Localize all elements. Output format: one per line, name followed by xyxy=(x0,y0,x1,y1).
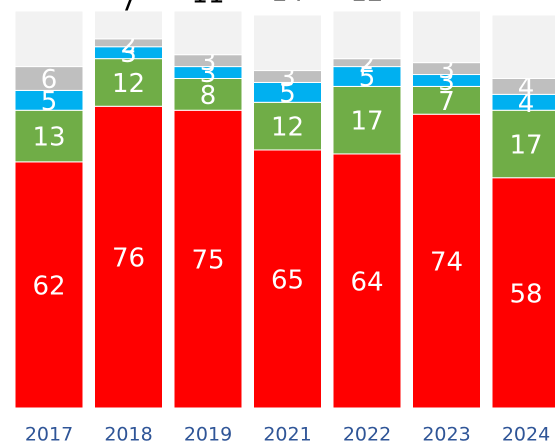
bar-segment xyxy=(412,10,481,64)
data-label: 7 xyxy=(120,0,137,18)
data-label: 13 xyxy=(32,123,65,153)
bar-segment xyxy=(412,85,481,115)
data-label: 14 xyxy=(32,0,65,4)
data-label: 16 xyxy=(509,0,542,4)
bar-segment xyxy=(332,153,402,409)
data-label: 65 xyxy=(271,265,304,295)
data-label: 17 xyxy=(350,107,383,137)
data-label: 12 xyxy=(112,69,145,99)
data-label: 74 xyxy=(430,248,463,278)
bar-segment xyxy=(94,10,163,40)
x-tick-label: 2021 xyxy=(263,424,311,443)
x-tick-label: 2023 xyxy=(422,424,470,443)
data-label: 12 xyxy=(271,113,304,143)
data-label: 13 xyxy=(430,0,463,6)
bar-segment xyxy=(491,177,555,409)
bar-segment xyxy=(94,105,163,409)
data-label: 58 xyxy=(509,279,542,309)
bar-segment xyxy=(173,77,243,111)
data-label: 62 xyxy=(32,271,65,301)
data-label: 5 xyxy=(41,87,58,117)
data-label: 4 xyxy=(518,89,535,119)
x-tick-label: 2019 xyxy=(184,424,232,443)
bar-segment xyxy=(332,10,402,60)
bar-segment xyxy=(332,85,402,155)
bar-segment xyxy=(253,149,322,409)
data-label: 5 xyxy=(359,63,376,93)
data-label: 11 xyxy=(191,0,224,10)
bar-segment xyxy=(14,10,84,68)
data-label: 6 xyxy=(41,65,58,95)
data-label: 8 xyxy=(200,81,217,111)
data-label: 5 xyxy=(279,79,296,109)
data-label: 17 xyxy=(509,130,542,160)
data-label: 64 xyxy=(350,267,383,297)
data-label: 12 xyxy=(350,0,383,8)
data-label: 14 xyxy=(271,0,304,8)
bar-segment xyxy=(491,14,555,79)
x-tick-label: 2018 xyxy=(104,424,152,443)
bar-segment xyxy=(173,10,243,56)
x-tick-label: 2024 xyxy=(502,424,550,443)
bar-segment xyxy=(253,101,322,151)
x-tick-label: 2017 xyxy=(25,424,73,443)
bar-segment xyxy=(14,109,84,163)
data-label: 7 xyxy=(438,87,455,117)
data-label: 4 xyxy=(518,73,535,103)
bar-segment xyxy=(14,161,84,409)
data-label: 75 xyxy=(191,246,224,276)
x-tick-label: 2022 xyxy=(343,424,391,443)
bar-segment xyxy=(173,109,243,409)
bar-segment xyxy=(253,14,322,72)
data-label: 76 xyxy=(112,244,145,274)
bar-segment xyxy=(412,113,481,409)
